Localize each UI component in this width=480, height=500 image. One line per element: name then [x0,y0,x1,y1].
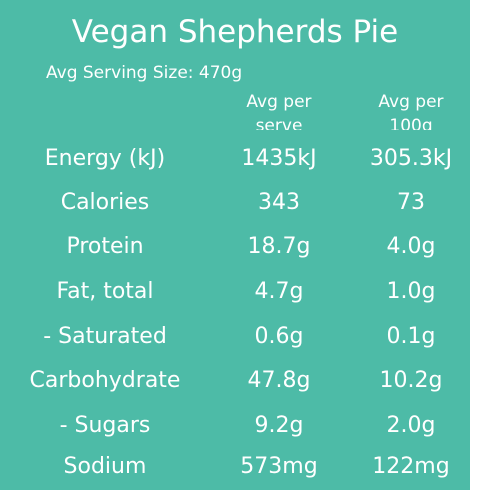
column-header-per-serve: Avg per serve [246,92,312,130]
nutrition-panel: Vegan Shepherds Pie Avg Serving Size: 47… [0,0,470,490]
serving-size: Avg Serving Size: 470g [46,63,243,83]
nutrient-row-fat-total: Fat, total 4.7g 1.0g [0,275,470,309]
value-per-100g: 0.1g [386,324,436,349]
value-per-serve: 573mg [240,454,318,479]
nutrient-label: Energy (kJ) [44,146,166,171]
nutrient-row-sodium: Sodium 573mg 122mg [0,450,470,484]
nutrition-title: Vegan Shepherds Pie [71,14,399,50]
value-per-serve: 47.8g [247,368,311,393]
nutrient-label: Fat, total [56,279,154,304]
value-per-100g: 4.0g [386,234,436,259]
value-per-serve: 4.7g [254,279,304,304]
value-per-serve: 1435kJ [241,146,317,171]
value-per-100g: 10.2g [379,368,443,393]
nutrient-label: Carbohydrate [29,368,181,393]
value-per-100g: 73 [397,190,425,215]
nutrient-label: - Sugars [59,413,151,438]
nutrient-label: Calories [60,190,150,215]
value-per-serve: 9.2g [254,413,304,438]
nutrient-label: Protein [66,234,144,259]
value-per-serve: 0.6g [254,324,304,349]
value-per-serve: 343 [258,190,300,215]
nutrient-row-carbohydrate: Carbohydrate 47.8g 10.2g [0,364,470,398]
value-per-100g: 305.3kJ [369,146,453,171]
nutrient-label: - Saturated [43,324,167,349]
nutrient-row-protein: Protein 18.7g 4.0g [0,230,470,264]
nutrient-row-calories: Calories 343 73 [0,186,470,220]
nutrient-row-saturated: - Saturated 0.6g 0.1g [0,320,470,354]
nutrient-label: Sodium [63,454,147,479]
nutrient-row-sugars: - Sugars 9.2g 2.0g [0,409,470,443]
value-per-100g: 1.0g [386,279,436,304]
column-header-per-100g: Avg per 100g [378,92,444,130]
value-per-100g: 122mg [372,454,450,479]
nutrient-row-energy: Energy (kJ) 1435kJ 305.3kJ [0,142,470,176]
value-per-100g: 2.0g [386,413,436,438]
value-per-serve: 18.7g [247,234,311,259]
